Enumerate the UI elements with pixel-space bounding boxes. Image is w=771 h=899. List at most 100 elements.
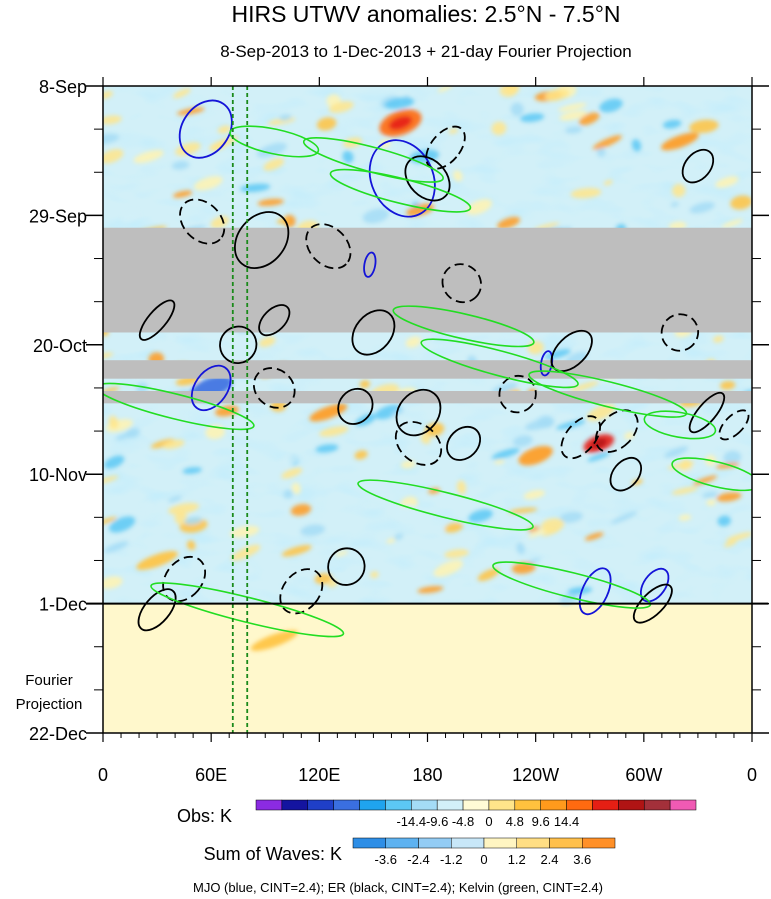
- anomaly-patch: [103, 90, 113, 99]
- anomaly-patch: [541, 528, 561, 537]
- anomaly-patch: [279, 455, 298, 467]
- reference-longitude-lines: [231, 86, 249, 733]
- y-tick-label: 1-Dec: [39, 595, 87, 615]
- anomaly-patch: [136, 382, 148, 394]
- anomaly-patch: [468, 509, 493, 523]
- er-contour: [718, 409, 750, 441]
- kelvin-contour: [329, 168, 472, 213]
- wave-contours: [103, 99, 752, 638]
- anomaly-patch: [730, 195, 752, 210]
- anomaly-patch: [281, 467, 303, 479]
- anomaly-patch: [713, 335, 724, 343]
- anomaly-patch: [726, 532, 752, 542]
- er-contour: [632, 583, 673, 624]
- anomaly-patch: [104, 455, 125, 469]
- anomaly-patch: [599, 98, 623, 113]
- er-contour: [138, 299, 176, 341]
- anomaly-patch: [618, 443, 640, 454]
- anomaly-patch: [103, 576, 123, 589]
- er-contour: [252, 367, 296, 409]
- anomaly-patch: [456, 480, 467, 495]
- anomaly-patch: [611, 511, 638, 524]
- x-tick-label: 0: [747, 765, 757, 785]
- colorbar-swatch: [255, 799, 283, 811]
- anomaly-patch: [603, 179, 613, 186]
- anomaly-patch: [692, 475, 718, 486]
- mjo-contour: [639, 567, 670, 603]
- colorbar-swatch: [352, 837, 386, 849]
- anomaly-patch: [505, 86, 520, 95]
- anomaly-patch: [193, 176, 223, 191]
- x-tick-label: 60W: [625, 765, 662, 785]
- anomaly-patch: [400, 460, 416, 469]
- anomaly-core: [388, 115, 412, 130]
- anomaly-patch: [567, 586, 593, 595]
- colorbar-swatch: [582, 837, 616, 849]
- anomaly-patch: [103, 475, 119, 485]
- colorbar-swatch: [359, 799, 386, 811]
- x-tick-label: 120W: [512, 765, 559, 785]
- anomaly-patch: [721, 219, 744, 228]
- x-axis: 0 60E 120E 180 120W 60W 0: [98, 77, 757, 785]
- anomaly-core: [660, 132, 699, 151]
- mjo-contour: [578, 567, 612, 616]
- x-tick-label: 0: [98, 765, 108, 785]
- anomaly-patch: [103, 149, 124, 164]
- anomaly-patch: [104, 541, 129, 553]
- y-tick-label: 29-Sep: [29, 206, 87, 226]
- anomaly-patch: [315, 444, 339, 453]
- colorbar-swatch: [307, 799, 334, 811]
- colorbar-level-label: 2.4: [540, 852, 558, 867]
- anomaly-patch: [231, 544, 261, 561]
- er-contour: [258, 304, 291, 337]
- er-contour: [327, 547, 366, 586]
- chart-title: HIRS UTWV anomalies: 2.5°N - 7.5°N: [231, 1, 620, 27]
- anomaly-patch: [631, 139, 642, 152]
- anomaly-patch: [257, 198, 284, 207]
- anomaly-patch: [491, 448, 520, 460]
- anomaly-patch: [162, 439, 185, 449]
- colorbar-swatch: [385, 799, 412, 811]
- anomaly-patch: [715, 176, 739, 188]
- anomaly-patch: [464, 537, 475, 551]
- anomaly-patch: [689, 119, 719, 134]
- anomaly-patch: [230, 525, 260, 538]
- mjo-contour: [178, 99, 233, 159]
- colorbar-swatch: [436, 799, 464, 811]
- colorbar-swatch: [483, 837, 517, 849]
- anomaly-patch: [103, 516, 118, 526]
- anomaly-patch: [723, 540, 737, 548]
- er-contour: [441, 263, 482, 304]
- anomaly-patch: [420, 432, 431, 444]
- anomaly-patch: [133, 150, 164, 164]
- anomaly-patch: [569, 381, 599, 392]
- anomaly-patch: [375, 404, 401, 420]
- obs-colorbar-label: Obs: K: [177, 806, 232, 826]
- anomaly-patch: [720, 380, 736, 390]
- anomaly-patch: [384, 97, 415, 109]
- kelvin-contour: [643, 410, 717, 440]
- anomaly-patch: [689, 202, 715, 214]
- anomaly-patch: [259, 336, 276, 347]
- anomaly-patch: [670, 202, 679, 207]
- anomaly-patch: [558, 103, 587, 112]
- anomaly-patch: [559, 110, 588, 121]
- anomaly-patch: [678, 465, 705, 476]
- anomaly-patch: [671, 486, 699, 495]
- anomaly-patch: [171, 161, 190, 170]
- er-contour: [498, 374, 537, 414]
- anomaly-patch: [544, 88, 570, 102]
- anomaly-patch: [168, 495, 182, 503]
- anomaly-patch: [173, 88, 191, 99]
- er-contour: [404, 155, 451, 202]
- anomaly-patch: [520, 113, 545, 123]
- anomaly-patch: [278, 114, 292, 121]
- anomaly-patch: [290, 504, 312, 516]
- anomaly-patch: [103, 352, 114, 359]
- obs-colorbar: Obs: K -14.4 -9.6 -4.8 0 4.8 9.6 14.4: [177, 799, 697, 829]
- waves-colorbar-label: Sum of Waves: K: [204, 844, 342, 864]
- missing-data-band: [103, 391, 752, 404]
- anomaly-patch: [706, 553, 720, 565]
- missing-data-band: [103, 227, 752, 333]
- anomaly-patch: [596, 146, 606, 158]
